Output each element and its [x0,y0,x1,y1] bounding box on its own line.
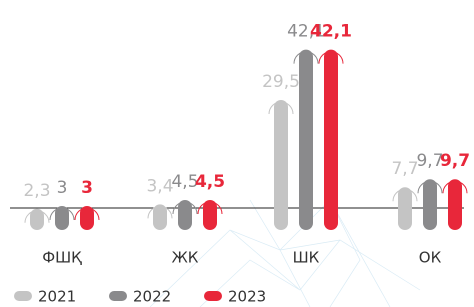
data-label: 42,1 [310,22,352,42]
bar [30,209,44,230]
x-tick-label: ФШҚ [42,249,82,267]
x-tick-label: ШК [293,249,320,267]
data-label: 3 [81,178,93,198]
bar [178,200,192,230]
legend-label: 2022 [133,288,171,306]
data-label: 3,4 [146,176,173,196]
data-label: 7,7 [391,159,418,179]
x-tick-label: ОК [419,249,442,267]
data-label: 2,3 [23,181,50,201]
bar [299,50,313,230]
chart: ФШҚ2,333ЖК3,44,54,5ШК29,542,142,1ОК7,79,… [0,0,474,307]
legend-marker [204,291,222,301]
bar [80,206,94,230]
bar [398,187,412,230]
data-label: 29,5 [262,72,300,92]
bar [55,206,69,230]
bar [448,179,462,230]
bar [324,50,338,230]
data-label: 4,5 [195,172,225,192]
bar [423,179,437,230]
bar [153,204,167,230]
data-label: 3 [57,178,68,198]
x-tick-label: ЖК [172,249,199,267]
bar [274,100,288,230]
legend-label: 2021 [38,288,76,306]
legend-marker [14,291,32,301]
legend-label: 2023 [228,288,266,306]
data-label: 9,7 [440,151,470,171]
bar [203,200,217,230]
legend-marker [109,291,127,301]
